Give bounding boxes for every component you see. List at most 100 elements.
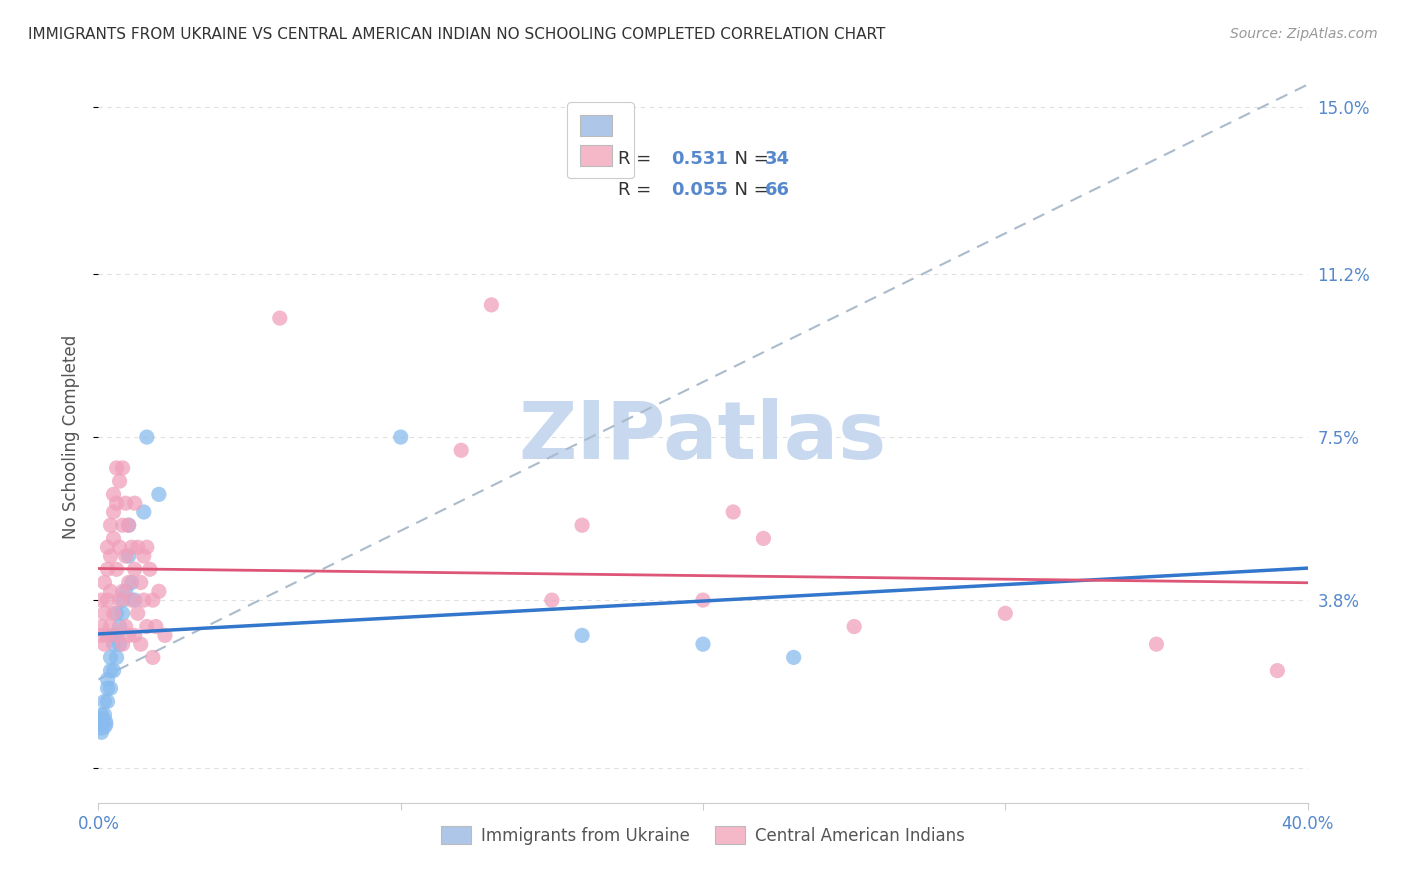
Point [108,540,131,554]
Text: 0.531: 0.531 [671,151,728,169]
Point [129,575,152,590]
Point [121,575,143,590]
Point [93,707,115,722]
Point [132,505,155,519]
Point [129,637,152,651]
Point [93,607,115,621]
Point [127,607,149,621]
Point [723,505,745,519]
Point [103,628,125,642]
Point [118,518,141,533]
Point [994,607,1017,621]
Point [118,575,141,590]
Point [90,716,112,731]
Point [148,487,170,501]
Point [96,673,118,687]
Point [114,619,136,633]
Point [103,532,125,546]
Point [135,430,157,444]
Text: N =: N = [723,181,775,199]
Text: IMMIGRANTS FROM UKRAINE VS CENTRAL AMERICAN INDIAN NO SCHOOLING COMPLETED CORREL: IMMIGRANTS FROM UKRAINE VS CENTRAL AMERI… [28,27,886,42]
Point [105,562,128,576]
Text: 0.055: 0.055 [671,181,728,199]
Point [145,619,167,633]
Point [96,694,118,708]
Point [124,562,146,576]
Point [93,637,115,651]
Point [1267,664,1289,678]
Point [100,650,122,665]
Point [93,716,115,731]
Point [118,628,141,642]
Point [692,593,714,607]
Text: Source: ZipAtlas.com: Source: ZipAtlas.com [1230,27,1378,41]
Text: R =: R = [617,181,657,199]
Point [96,681,118,696]
Point [100,518,122,533]
Point [105,628,128,642]
Point [105,461,128,475]
Y-axis label: No Schooling Completed: No Schooling Completed [62,335,80,539]
Point [269,311,291,326]
Point [389,430,412,444]
Point [124,628,146,642]
Point [124,593,146,607]
Point [103,487,125,501]
Point [90,716,112,731]
Point [93,694,115,708]
Point [96,540,118,554]
Legend: Immigrants from Ukraine, Central American Indians: Immigrants from Ukraine, Central America… [433,818,973,853]
Text: 34: 34 [765,151,790,169]
Point [111,593,134,607]
Point [124,496,146,510]
Point [571,518,593,533]
Point [100,619,122,633]
Point [90,628,112,642]
Text: ZIPatlas: ZIPatlas [519,398,887,476]
Point [105,628,128,642]
Point [571,628,593,642]
Point [111,584,134,599]
Point [90,707,112,722]
Point [111,461,134,475]
Point [96,593,118,607]
Point [132,549,155,563]
Point [103,637,125,651]
Text: N =: N = [723,151,775,169]
Text: R =: R = [617,151,657,169]
Point [100,681,122,696]
Point [148,584,170,599]
Point [139,562,162,576]
Point [96,628,118,642]
Point [100,549,122,563]
Point [90,593,112,607]
Point [135,619,157,633]
Point [1144,637,1167,651]
Point [752,532,775,546]
Point [111,607,134,621]
Point [114,549,136,563]
Point [783,650,806,665]
Point [121,540,143,554]
Point [108,619,131,633]
Point [100,584,122,599]
Point [103,505,125,519]
Point [153,628,176,642]
Point [121,593,143,607]
Point [100,664,122,678]
Point [103,607,125,621]
Point [90,725,112,739]
Point [142,650,165,665]
Point [481,298,503,312]
Point [114,496,136,510]
Point [142,593,165,607]
Point [450,443,472,458]
Point [108,593,131,607]
Point [111,637,134,651]
Point [108,474,131,488]
Point [103,664,125,678]
Point [105,496,128,510]
Point [105,607,128,621]
Point [127,540,149,554]
Point [692,637,714,651]
